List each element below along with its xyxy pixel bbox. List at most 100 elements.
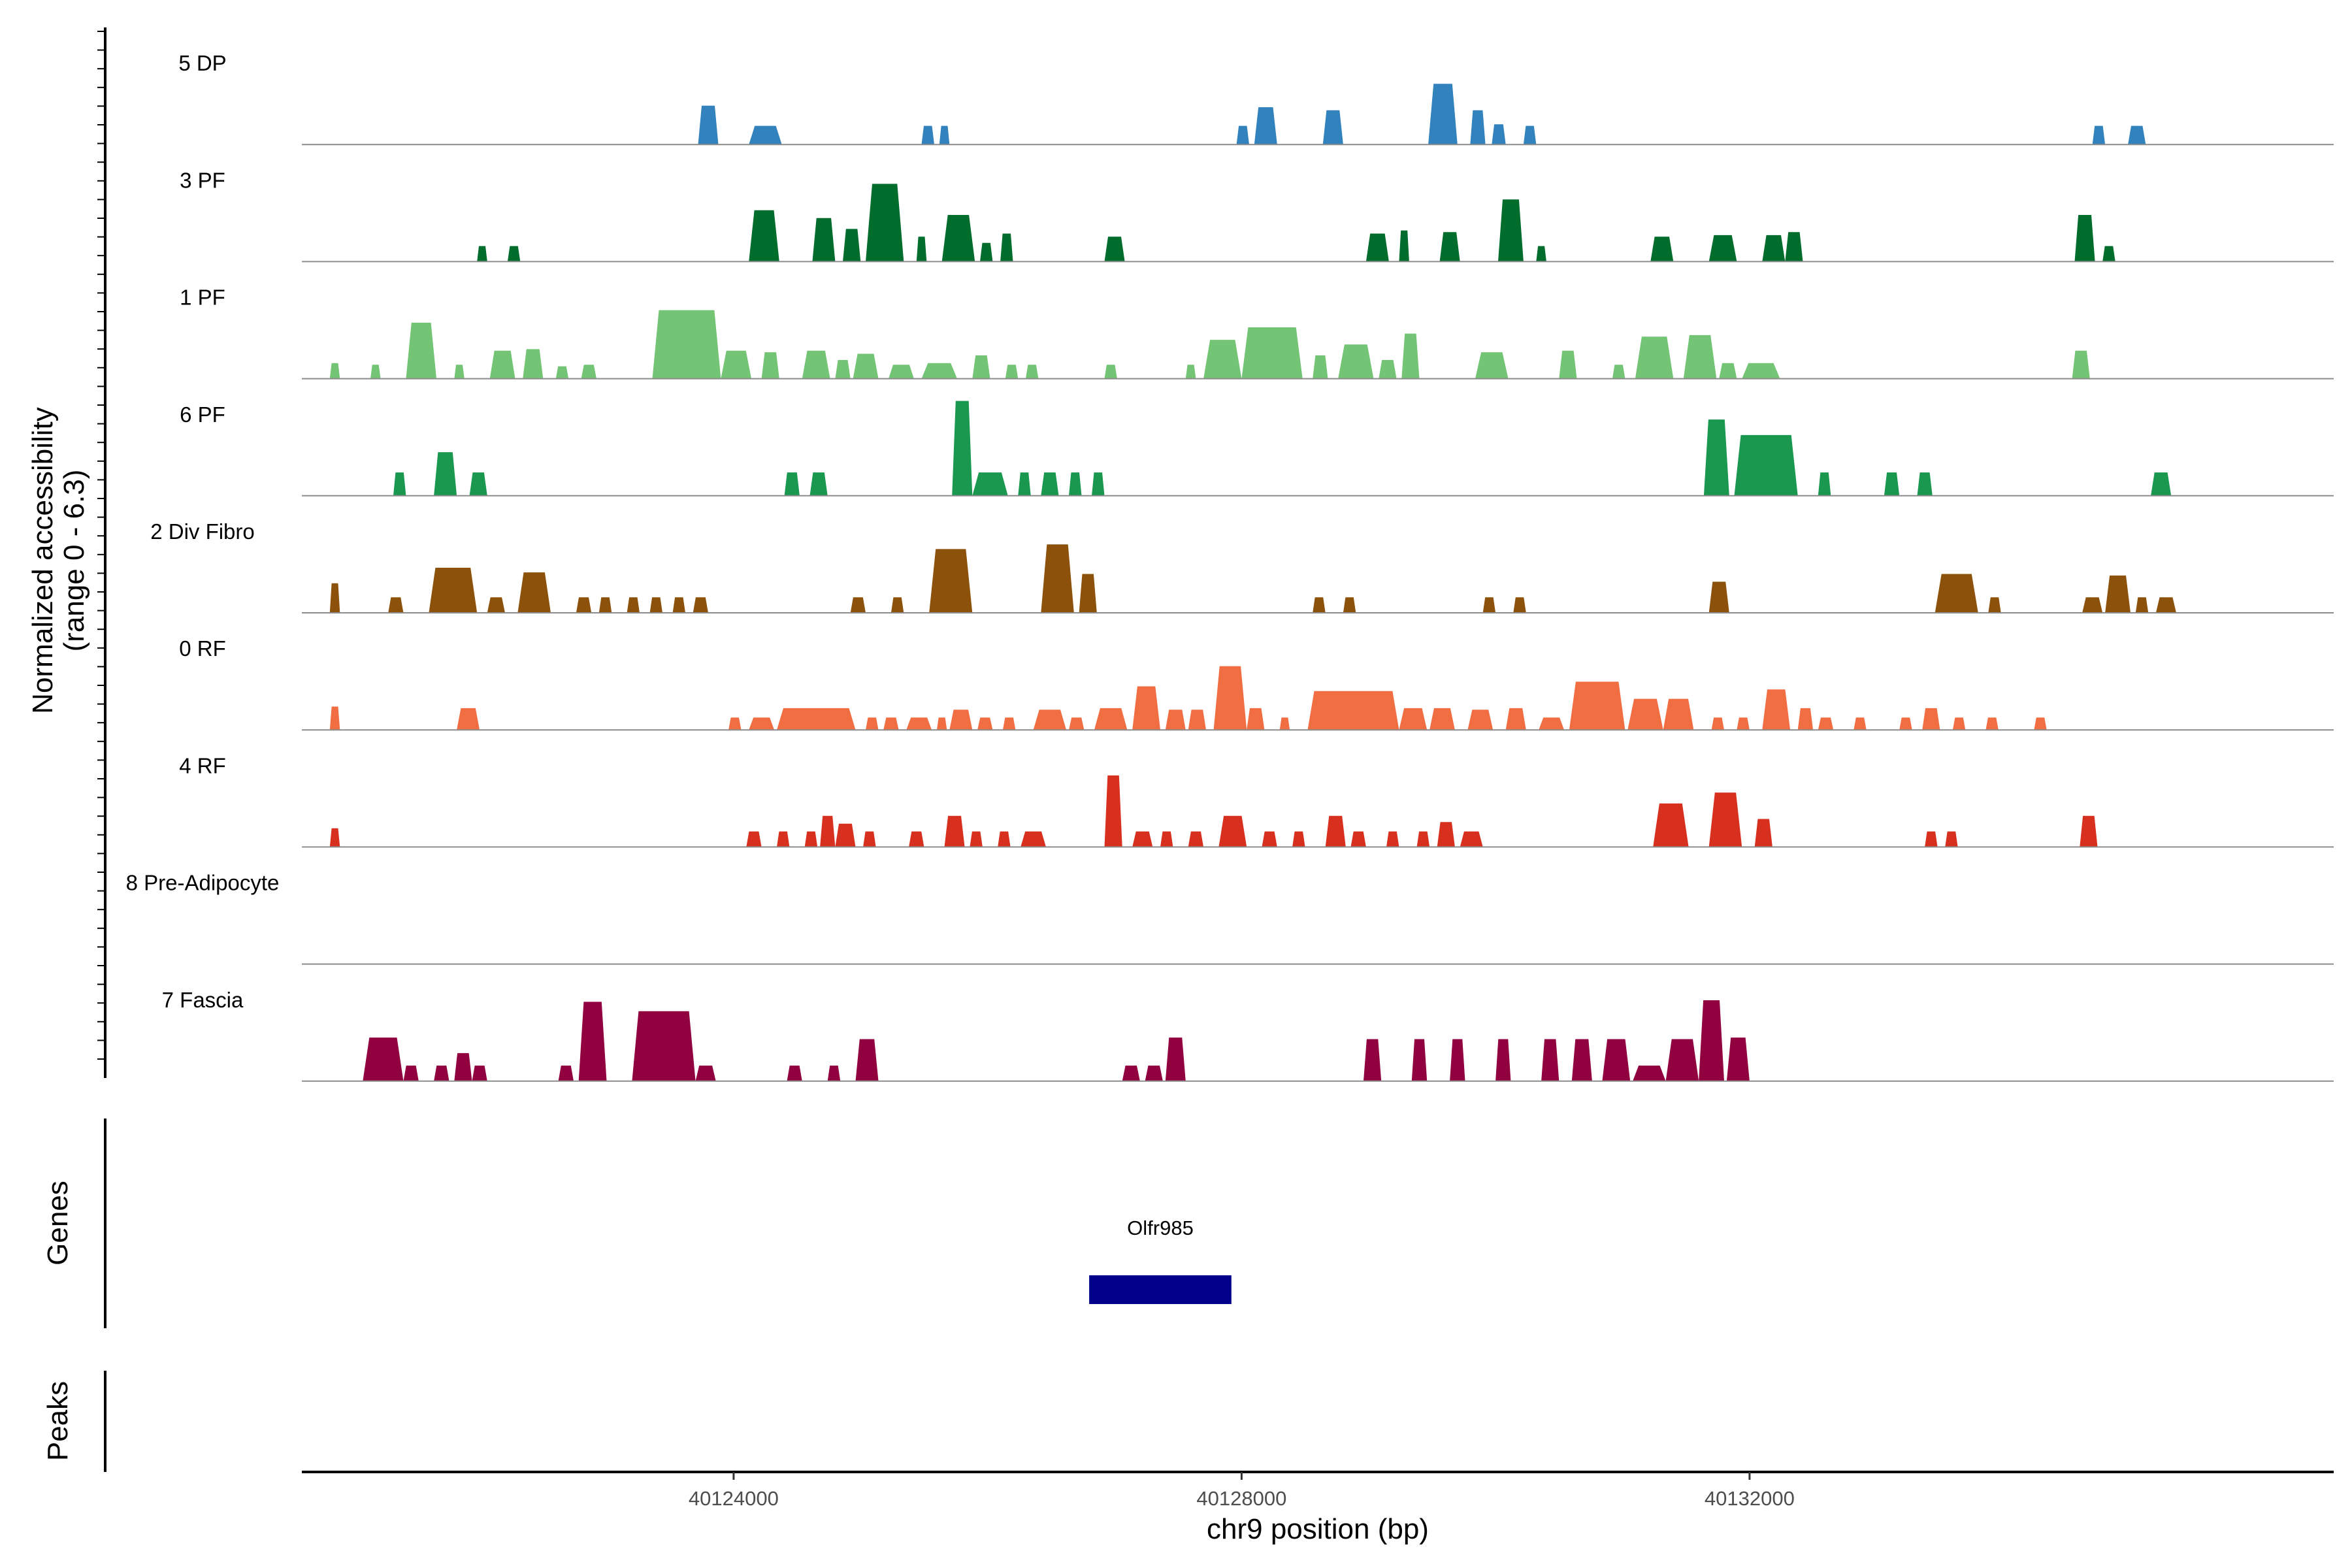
coverage-peak: [1663, 698, 1694, 730]
coverage-peak: [1737, 717, 1750, 730]
coverage-peak: [434, 1066, 449, 1081]
coverage-peak: [2072, 350, 2090, 379]
coverage-peak: [1470, 110, 1486, 145]
coverage-peak: [1185, 365, 1196, 379]
coverage-peak: [1069, 472, 1082, 496]
coverage-peak: [1985, 717, 1999, 730]
genes-panel-title: Genes: [42, 1181, 74, 1266]
y-axis-title-line2: (range 0 - 6.3): [58, 470, 90, 652]
coverage-peak: [941, 215, 975, 262]
coverage-peak: [909, 831, 924, 847]
coverage-peak: [2151, 472, 2172, 496]
coverage-peak: [812, 218, 836, 262]
coverage-peak: [777, 708, 856, 730]
coverage-peak: [749, 125, 782, 145]
coverage-peak: [1754, 819, 1772, 847]
coverage-peak: [2105, 575, 2131, 613]
coverage-peak: [1313, 355, 1328, 379]
coverage-peak: [944, 815, 965, 847]
coverage-peak: [835, 360, 851, 379]
track-5-dp: 5 DP: [178, 51, 2334, 146]
track-1-pf: 1 PF: [180, 286, 2334, 380]
coverage-peak: [1365, 233, 1389, 262]
coverage-peak: [1650, 237, 1674, 262]
coverage-peak: [2102, 246, 2115, 262]
coverage-peak: [1439, 232, 1460, 262]
coverage-peak: [1450, 1039, 1465, 1081]
coverage-peak: [434, 452, 457, 496]
coverage-peak: [1665, 1039, 1699, 1081]
coverage-peak: [1559, 350, 1577, 379]
coverage-peak: [1818, 472, 1831, 496]
coverage-peak: [906, 717, 932, 730]
coverage-peak: [1467, 710, 1494, 730]
coverage-peak: [1785, 232, 1803, 262]
coverage-peak: [517, 572, 551, 613]
coverage-peak: [1627, 698, 1663, 730]
coverage-peak: [1203, 340, 1242, 379]
coverage-peak: [970, 831, 983, 847]
gene-body: [1089, 1275, 1232, 1304]
coverage-peak: [1539, 717, 1565, 730]
coverage-peak: [952, 400, 973, 496]
coverage-peak: [2034, 717, 2047, 730]
coverage-peak: [1262, 831, 1277, 847]
x-axis-ticks: 40124000 40128000 40132000: [689, 1472, 1795, 1510]
coverage-peak: [1218, 815, 1247, 847]
coverage-peak: [827, 1066, 841, 1081]
coverage-peak: [693, 597, 708, 613]
coverage-peak: [809, 472, 828, 496]
coverage-peak: [388, 597, 404, 613]
coverage-peak: [1325, 815, 1346, 847]
coverage-peak: [1000, 233, 1013, 262]
coverage-peak: [1683, 335, 1717, 379]
coverage-peak: [487, 597, 505, 613]
track-3-pf: 3 PF: [180, 168, 2334, 263]
coverage-peak: [1602, 1039, 1631, 1081]
coverage-peak: [1505, 708, 1526, 730]
coverage-peak: [1132, 831, 1153, 847]
coverage-peak: [1236, 125, 1249, 145]
coverage-peak: [1429, 708, 1455, 730]
coverage-peak: [1708, 792, 1742, 847]
coverage-peak: [2155, 597, 2176, 613]
coverage-peak: [406, 322, 436, 379]
coverage-peak: [939, 125, 950, 145]
coverage-peak: [1254, 107, 1277, 145]
coverage-peak: [746, 831, 762, 847]
x-tick-label: 40132000: [1705, 1487, 1795, 1510]
coverage-peak: [598, 597, 612, 613]
coverage-peak: [1343, 597, 1356, 613]
coverage-peak: [477, 246, 487, 262]
coverage-peak: [1041, 544, 1074, 613]
track-8-pre-adipocyte: 8 Pre-Adipocyte: [126, 871, 2334, 965]
track-label: 6 PF: [180, 402, 225, 427]
track-label: 1 PF: [180, 286, 225, 310]
coverage-peak: [507, 246, 521, 262]
coverage-peak: [652, 310, 721, 379]
coverage-peak: [1988, 597, 2001, 613]
coverage-peak: [1401, 333, 1420, 379]
coverage-peak: [632, 1011, 696, 1081]
coverage-peak: [2082, 597, 2103, 613]
coverage-peak: [1635, 336, 1674, 379]
track-label: 7 Fascia: [162, 988, 244, 1012]
coverage-peak: [576, 597, 592, 613]
coverage-peak: [2092, 125, 2106, 145]
coverage-peak: [1762, 689, 1791, 730]
coverage-peak: [472, 1066, 487, 1081]
coverage-peak: [1703, 419, 1729, 496]
coverage-peak: [889, 365, 914, 379]
coverage-peak: [1386, 831, 1399, 847]
coverage-peak: [1711, 717, 1724, 730]
coverage-peak: [1213, 666, 1247, 730]
coverage-peak: [1495, 1039, 1511, 1081]
track-2-div-fibro: 2 Div Fibro: [150, 519, 2334, 613]
coverage-peak: [916, 237, 927, 262]
coverage-peak: [998, 831, 1011, 847]
coverage-peak: [1513, 597, 1526, 613]
coverage-peak: [1699, 1000, 1724, 1081]
gene-name-label: Olfr985: [1127, 1217, 1194, 1239]
coverage-peak: [843, 229, 861, 262]
